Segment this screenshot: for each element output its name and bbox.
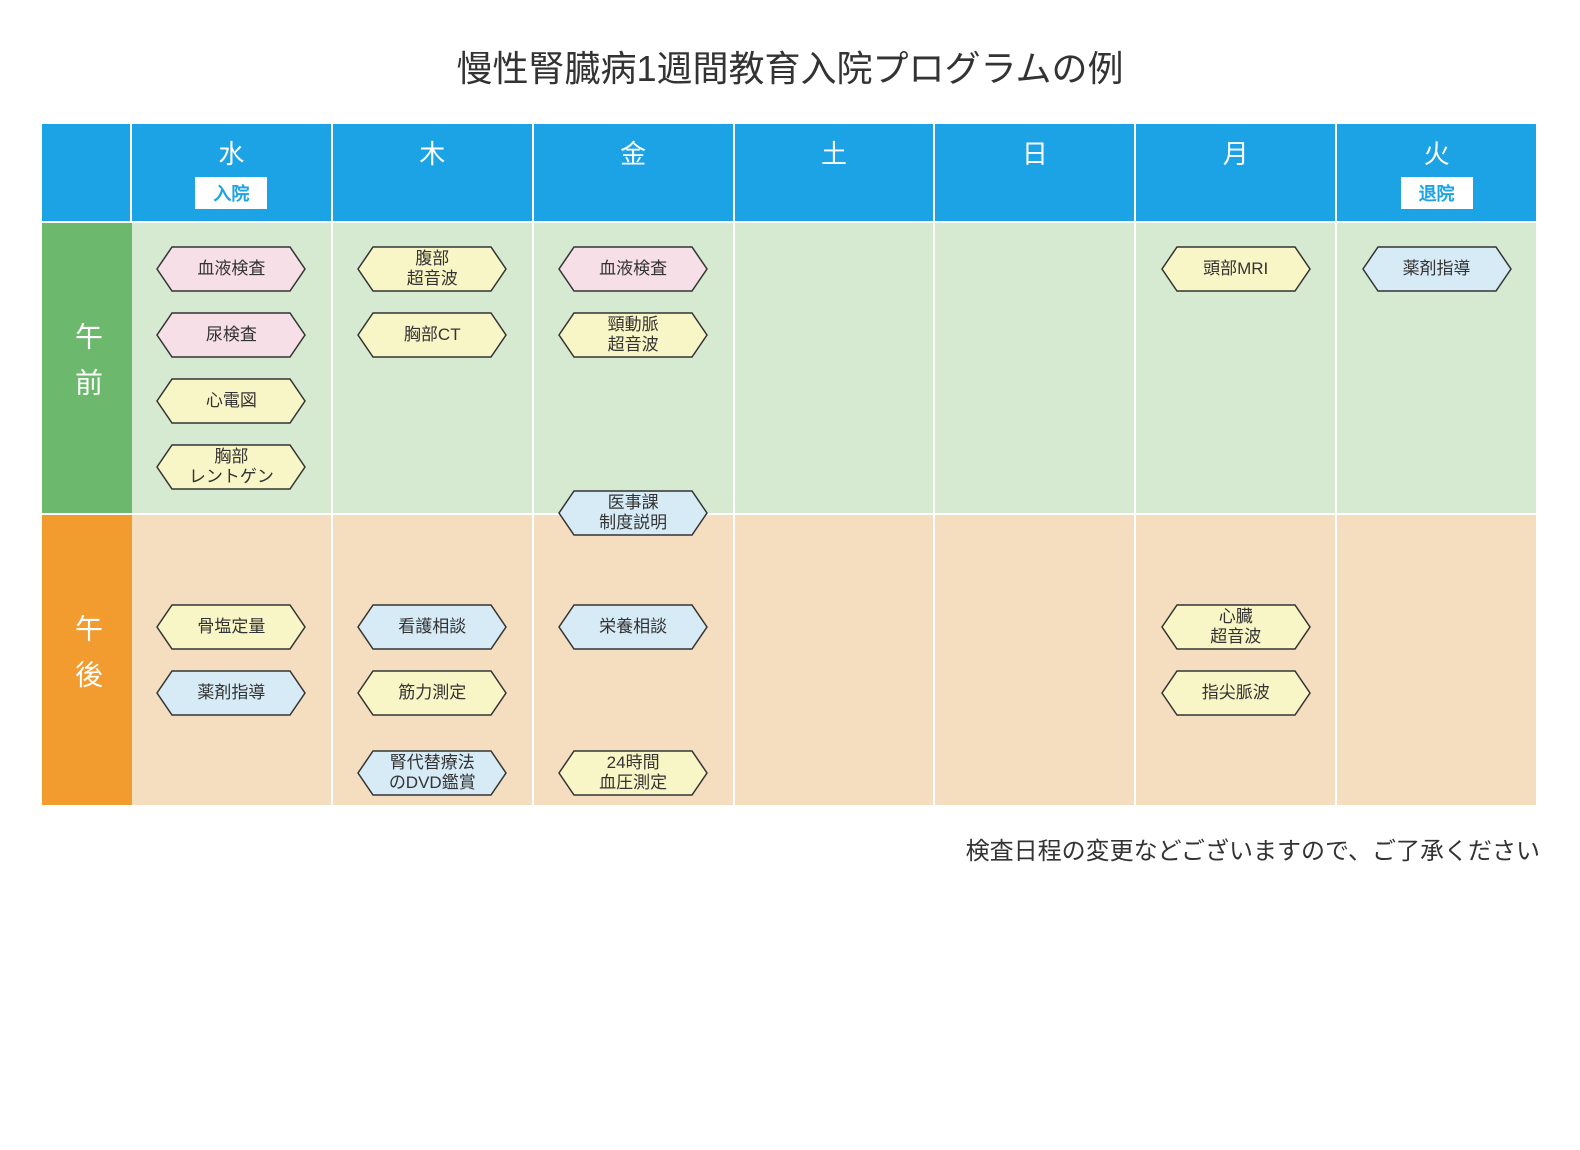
pm-cell [735,513,936,805]
am-cell: 血液検査 頸動脈 超音波 医事課 制度説明 [534,221,735,513]
pm-cell: 栄養相談 24時間 血圧測定 [534,513,735,805]
footnote: 検査日程の変更などございますので、ご了承ください [40,831,1540,866]
pm-cell: 看護相談 筋力測定 腎代替療法 のDVD鑑賞 [333,513,534,805]
schedule-item: 頸動脈 超音波 [558,312,708,358]
day-header: 木 [333,124,534,221]
page-title: 慢性腎臓病1週間教育入院プログラムの例 [40,40,1540,92]
pm-cell [935,513,1136,805]
am-cell: 血液検査 尿検査 心電図 胸部 レントゲン [132,221,333,513]
day-header: 火退院 [1337,124,1538,221]
schedule-item: 胸部CT [357,312,507,358]
day-header: 日 [935,124,1136,221]
schedule-item: 腹部 超音波 [357,246,507,292]
schedule-item: 尿検査 [156,312,306,358]
am-cell: 腹部 超音波 胸部CT [333,221,534,513]
pm-cell: 骨塩定量 薬剤指導 [132,513,333,805]
pm-cell [1337,513,1538,805]
schedule-item: 筋力測定 [357,670,507,716]
day-header: 金 [534,124,735,221]
day-label: 金 [534,134,733,171]
schedule-item: 頭部MRI [1161,246,1311,292]
header-corner [42,124,132,221]
day-label: 木 [333,134,532,171]
am-label: 午前 [42,221,132,513]
pm-cell: 心臓 超音波 指尖脈波 [1136,513,1337,805]
schedule-item: 指尖脈波 [1161,670,1311,716]
day-header: 水入院 [132,124,333,221]
schedule-item: 薬剤指導 [156,670,306,716]
schedule-item: 血液検査 [156,246,306,292]
schedule-grid: 水入院木金土日月火退院午前 血液検査 尿検査 心電図 胸部 レントゲン 腹部 超… [40,122,1540,807]
pm-label: 午後 [42,513,132,805]
day-label: 日 [935,134,1134,171]
am-cell [935,221,1136,513]
day-badge: 入院 [195,177,267,209]
schedule-item: 薬剤指導 [1362,246,1512,292]
day-label: 月 [1136,134,1335,171]
schedule-item: 胸部 レントゲン [156,444,306,490]
day-label: 土 [735,134,934,171]
schedule-item: 24時間 血圧測定 [558,750,708,796]
schedule-item: 栄養相談 [558,604,708,650]
schedule-item: 看護相談 [357,604,507,650]
day-header: 土 [735,124,936,221]
day-label: 水 [132,134,331,171]
day-header: 月 [1136,124,1337,221]
schedule-item: 医事課 制度説明 [558,490,708,536]
schedule-item: 心臓 超音波 [1161,604,1311,650]
am-cell: 頭部MRI [1136,221,1337,513]
am-cell: 薬剤指導 [1337,221,1538,513]
schedule-item: 心電図 [156,378,306,424]
schedule-item: 骨塩定量 [156,604,306,650]
schedule-item: 血液検査 [558,246,708,292]
day-label: 火 [1337,134,1536,171]
schedule-item: 腎代替療法 のDVD鑑賞 [357,750,507,796]
day-badge: 退院 [1401,177,1473,209]
am-cell [735,221,936,513]
